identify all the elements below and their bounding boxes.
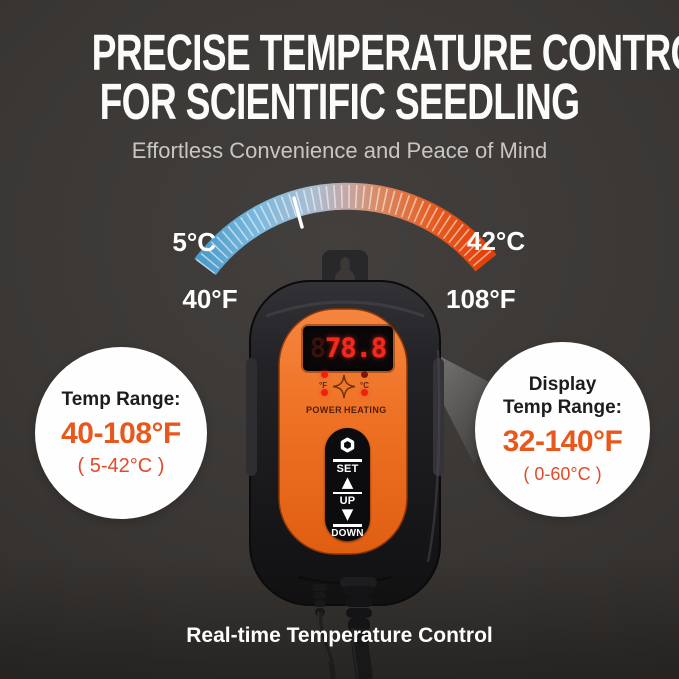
page-title: PRECISE TEMPERATURE CONTROL FOR SCIENTIF…	[0, 24, 679, 130]
fahrenheit-unit-label: °F	[319, 381, 328, 390]
gauge-label-right-celsius: 42°C	[467, 226, 526, 256]
body-edge-highlight	[426, 349, 441, 563]
display-range-title-line2: Temp Range:	[503, 397, 622, 418]
subtitle: Effortless Convenience and Peace of Mind	[131, 138, 548, 163]
gauge-label-left-fahrenheit: 40°F	[182, 284, 238, 314]
gauge-tick-highlight	[292, 196, 304, 229]
down-button: ▼ DOWN	[331, 507, 363, 539]
cable-thick	[350, 627, 373, 679]
set-underline	[333, 459, 362, 462]
up-label: UP	[339, 495, 356, 507]
title-line-2: FOR SCIENTIFIC SEEDLING	[99, 73, 580, 130]
display-range-title-line1: Display	[528, 374, 597, 395]
set-label: SET	[336, 462, 359, 475]
sparkle-icon	[332, 374, 356, 399]
title-line-1: PRECISE TEMPERATURE CONTROL	[91, 24, 679, 81]
power-indicator-dot	[321, 389, 328, 396]
up-underline	[333, 491, 362, 494]
gauge-label-right-fahrenheit: 108°F	[446, 284, 516, 314]
fahrenheit-indicator-dot	[321, 371, 328, 378]
cable-thin	[317, 611, 336, 679]
gear-icon	[339, 437, 356, 457]
display-value: 78.8	[325, 333, 387, 364]
down-underline	[333, 524, 362, 527]
caption: Real-time Temperature Control	[186, 624, 493, 647]
temp-range-value: 40-108°F	[61, 417, 181, 450]
power-label: POWER	[306, 405, 343, 415]
cable-thin-highlight	[317, 611, 331, 663]
display-range-subvalue: ( 0-60°C )	[523, 464, 602, 484]
display-temp-range-callout: Display Temp Range: 32-140°F ( 0-60°C )	[475, 342, 650, 517]
temp-range-subvalue: ( 5-42°C )	[77, 455, 165, 477]
display-ghost-digit: 8	[309, 333, 326, 364]
celsius-unit-label: °C	[360, 381, 369, 390]
down-label: DOWN	[331, 527, 364, 539]
temp-display: 8 78.8	[303, 326, 393, 371]
cable-thick-highlight	[351, 627, 359, 679]
celsius-indicator-dot	[361, 371, 368, 378]
set-button: SET	[333, 437, 362, 475]
button-panel: SET ▲ UP ▼ DOWN	[325, 428, 370, 541]
up-button: ▲ UP	[333, 472, 362, 508]
heating-indicator-dot	[361, 389, 368, 396]
gauge-label-left-celsius: 5°C	[172, 227, 216, 257]
gauge-arc	[194, 182, 497, 276]
body-grip-left	[246, 358, 257, 476]
up-arrow-icon: ▲	[341, 472, 354, 491]
bottom-shade	[0, 555, 679, 679]
display-range-value: 32-140°F	[502, 425, 623, 458]
body-top-bevel	[265, 300, 425, 318]
temp-range-title: Temp Range:	[61, 389, 181, 410]
temp-range-callout: Temp Range: 40-108°F ( 5-42°C )	[35, 347, 207, 519]
heating-label: HEATING	[344, 405, 387, 415]
down-arrow-icon: ▼	[341, 505, 354, 523]
